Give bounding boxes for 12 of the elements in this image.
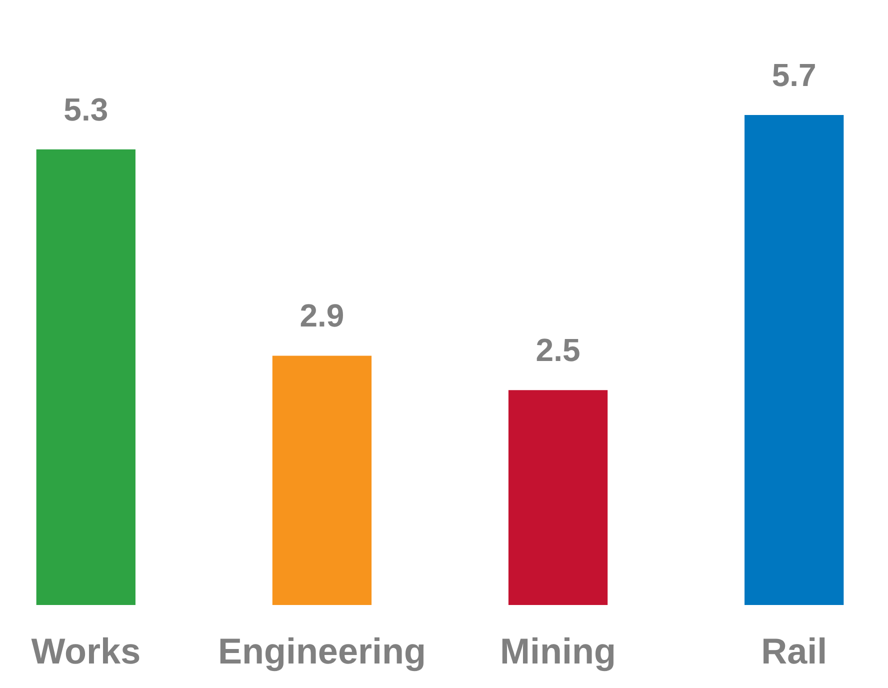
x-tick-label: Engineering (218, 630, 426, 672)
x-tick-label: Works (31, 630, 141, 672)
x-tick-label: Rail (761, 630, 828, 672)
bar (508, 390, 608, 605)
bar (272, 356, 372, 605)
bar (36, 149, 136, 605)
data-label: 5.3 (64, 91, 108, 128)
data-label: 5.7 (772, 57, 816, 93)
data-label: 2.5 (536, 332, 580, 368)
x-tick-label: Mining (500, 630, 616, 672)
bar (744, 115, 844, 605)
data-label: 2.9 (300, 298, 344, 334)
